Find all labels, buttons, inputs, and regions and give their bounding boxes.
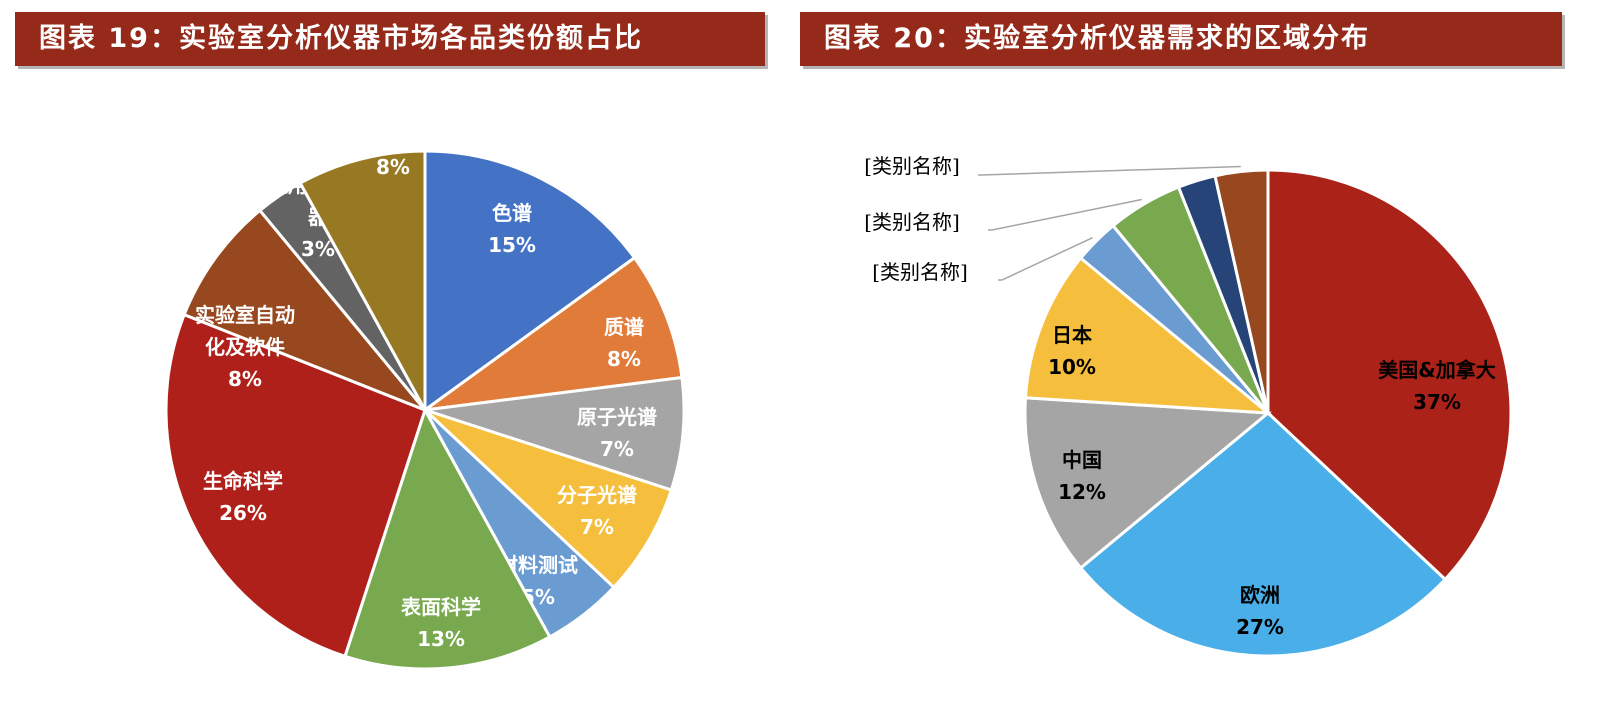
pie-slice xyxy=(1023,255,1273,415)
slice-label: 中国 12% xyxy=(1058,448,1106,504)
slice-label: 生命科学 26% xyxy=(203,469,283,525)
pie-1: 色谱 15%质谱 8%原子光谱 7%分子光谱 7%材料测试 5%表面科学 13%生命科学 26… xyxy=(164,123,686,671)
category-name-label: [类别名称] xyxy=(872,260,968,284)
chart-20-title: 图表 20：实验室分析仪器需求的区域分布 xyxy=(800,12,1562,66)
slice-label: 欧洲 27% xyxy=(1236,583,1284,639)
slice-label: 原子光谱 7% xyxy=(577,405,657,461)
slice-label: 实验室自动化及软件 8% xyxy=(195,303,295,391)
pie-slice xyxy=(423,408,674,590)
pie-2: 美国&加拿大 37% 欧洲 27% 中国 12% 日本 10% xyxy=(1023,168,1513,658)
pie-slice xyxy=(424,255,684,412)
pie-slice xyxy=(182,208,427,412)
pie-slice xyxy=(1213,168,1270,414)
pie-slice xyxy=(298,149,427,411)
pie-slice xyxy=(164,312,427,659)
pie-slice xyxy=(343,406,552,671)
pie-slice xyxy=(1266,168,1513,582)
slice-label: 质谱 8% xyxy=(604,315,644,371)
slice-label: 日本 10% xyxy=(1048,323,1096,379)
pie-slice xyxy=(423,149,637,413)
slice-label: 分子光谱 7% xyxy=(557,483,637,539)
chart-19-title: 图表 19：实验室分析仪器市场各品类份额占比 xyxy=(15,12,765,66)
slice-label: 美国&加拿大 37% xyxy=(1378,358,1495,414)
slice-label: 表面科学 13% xyxy=(401,595,481,651)
leader-line xyxy=(978,165,1241,176)
slice-label: 实验室设备 8% xyxy=(343,123,444,179)
leader-line xyxy=(988,198,1142,231)
pie-slice xyxy=(424,375,686,492)
category-name-label: [类别名称] xyxy=(864,154,960,178)
category-name-label: [类别名称] xyxy=(864,210,960,234)
leader-line xyxy=(998,236,1093,281)
pie-slice xyxy=(1023,396,1272,571)
slice-label: 色谱 15% xyxy=(488,201,536,257)
pie-slice xyxy=(1078,411,1448,658)
